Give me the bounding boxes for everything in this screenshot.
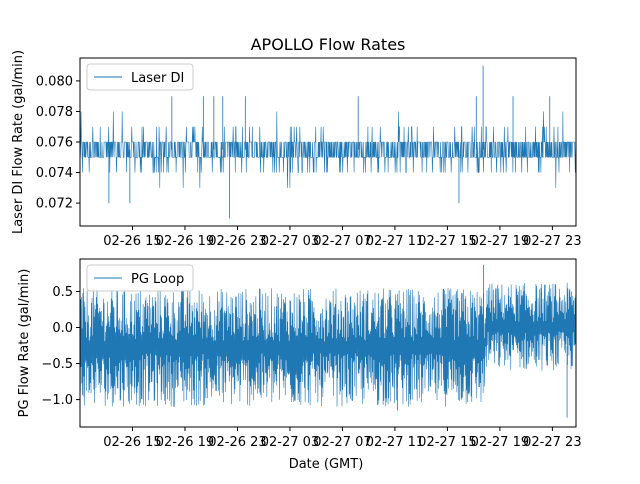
x-tick-label: 02-26 15 [103, 435, 161, 450]
x-tick-label: 02-27 19 [471, 435, 529, 450]
y-tick-label: 0.080 [36, 74, 73, 89]
x-tick-label: 02-26 23 [208, 234, 266, 249]
y-tick-label: 0.0 [52, 321, 73, 336]
y-ticks-laser-di: 0.072 0.074 0.076 0.078 0.080 [36, 74, 80, 212]
x-tick-label: 02-27 07 [313, 435, 371, 450]
y-axis-label-pg-loop: PG Flow Rate (gal/min) [17, 269, 32, 418]
axes-frame-laser-di [79, 57, 577, 227]
x-tick-label: 02-27 15 [418, 435, 476, 450]
x-axis-label: Date (GMT) [289, 457, 364, 472]
x-tick-label: 02-27 23 [523, 234, 581, 249]
legend-label-pg-loop: PG Loop [131, 272, 184, 287]
legend-pg-loop: PG Loop [86, 264, 194, 292]
series-line [79, 111, 576, 188]
x-tick-label: 02-27 03 [261, 234, 319, 249]
legend-box [86, 63, 194, 91]
x-tick-label: 02-26 23 [208, 435, 266, 450]
x-tick-label: 02-27 07 [313, 234, 371, 249]
series-line [79, 282, 577, 407]
x-tick-label: 02-27 15 [418, 234, 476, 249]
x-tick-label: 02-26 19 [156, 234, 214, 249]
legend-laser-di: Laser DI [86, 63, 194, 91]
y-axis-label-laser-di: Laser DI Flow Rate (gal/min) [11, 50, 26, 234]
y-tick-label: 0.074 [36, 166, 73, 181]
y-ticks-pg-loop: −1.0 −0.5 0.0 0.5 [41, 285, 80, 408]
x-tick-label: 02-27 03 [261, 435, 319, 450]
y-tick-label: −1.0 [41, 393, 73, 408]
axes-frame-pg-loop [79, 258, 577, 428]
y-tick-label: −0.5 [41, 357, 73, 372]
x-tick-label: 02-27 11 [366, 435, 424, 450]
y-tick-label: 0.078 [36, 105, 73, 120]
x-tick-label: 02-27 19 [471, 234, 529, 249]
x-tick-label: 02-26 19 [156, 435, 214, 450]
x-tick-label: 02-27 23 [523, 435, 581, 450]
legend-label-laser-di: Laser DI [131, 71, 184, 86]
legend-box [86, 264, 194, 292]
series-laser-di [79, 65, 576, 219]
y-tick-label: 0.076 [36, 136, 73, 151]
x-tick-label: 02-27 11 [366, 234, 424, 249]
y-tick-label: 0.5 [52, 285, 73, 300]
y-tick-label: 0.072 [36, 197, 73, 212]
x-tick-label: 02-26 15 [103, 234, 161, 249]
series-pg-loop [79, 264, 577, 418]
chart-title: APOLLO Flow Rates [251, 35, 406, 54]
